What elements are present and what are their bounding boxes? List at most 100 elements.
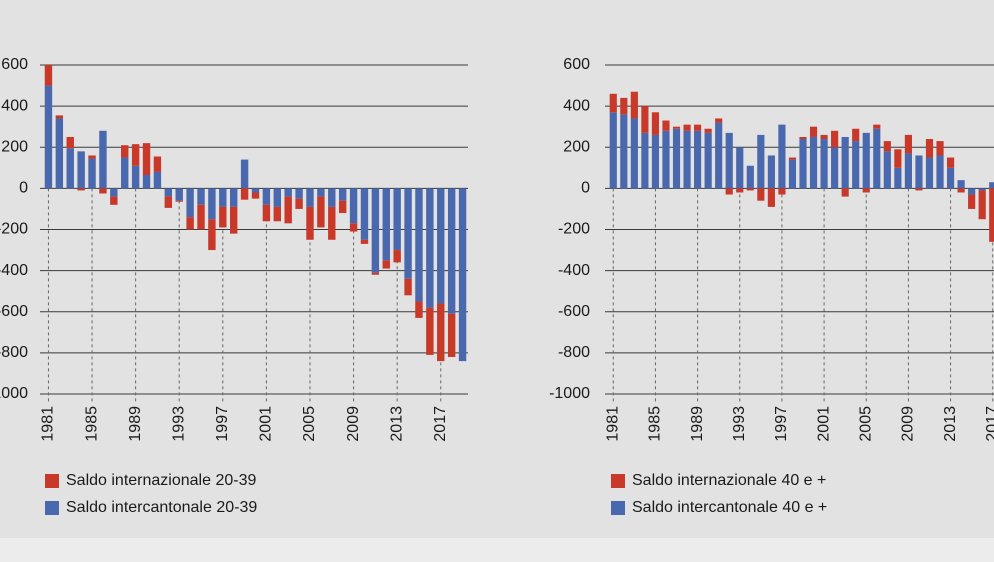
bar-segment xyxy=(841,136,849,189)
bar-segment xyxy=(894,167,902,189)
bar-segment xyxy=(683,124,691,131)
y-tick-label: 600 xyxy=(563,56,590,73)
bar-segment xyxy=(778,124,786,189)
bar-segment xyxy=(820,134,828,140)
bar-segment xyxy=(662,130,670,189)
bar-segment xyxy=(175,188,183,201)
bar-segment xyxy=(382,260,390,269)
bar-segment xyxy=(426,188,434,308)
bar-segment xyxy=(208,219,216,251)
x-tick-label: 1989 xyxy=(127,406,144,442)
bar-segment xyxy=(894,149,902,168)
bar-segment xyxy=(852,141,860,189)
bar-segment xyxy=(904,153,912,189)
bar-segment xyxy=(338,188,347,201)
bar-segment xyxy=(609,112,617,189)
legend-swatch xyxy=(45,474,59,488)
y-tick-label: 400 xyxy=(1,97,28,114)
bar-segment xyxy=(725,188,733,195)
bar-segment xyxy=(371,272,380,275)
bar-segment xyxy=(458,188,467,362)
bar-segment xyxy=(788,159,797,189)
bar-segment xyxy=(757,188,765,201)
x-tick-label: 2013 xyxy=(942,406,959,442)
y-tick-label: -200 xyxy=(558,221,590,238)
bar-segment xyxy=(989,182,994,189)
x-tick-label: 2017 xyxy=(432,406,449,442)
bar-segment xyxy=(852,128,860,142)
bar-segment xyxy=(904,134,912,154)
bar-segment xyxy=(978,190,986,220)
bar-segment xyxy=(262,204,271,222)
bar-segment xyxy=(295,188,303,199)
bar-segment xyxy=(767,155,775,189)
bar-segment xyxy=(110,196,118,205)
y-tick-label: 0 xyxy=(19,180,28,197)
bar-segment xyxy=(306,206,314,240)
legend-label: Saldo intercantonale 40 e + xyxy=(632,499,827,516)
bar-segment xyxy=(704,128,712,133)
bar-segment xyxy=(404,188,412,279)
bar-segment xyxy=(946,157,955,168)
bar-segment xyxy=(989,188,994,242)
bar-segment xyxy=(197,188,205,205)
bar-segment xyxy=(317,188,325,197)
bar-segment xyxy=(694,130,702,189)
bar-segment xyxy=(694,124,702,131)
bar-segment xyxy=(153,171,162,189)
bar-segment xyxy=(77,151,85,189)
x-tick-label: 1997 xyxy=(214,406,231,442)
x-tick-label: 2013 xyxy=(388,406,405,442)
bar-segment xyxy=(957,188,965,193)
bar-segment xyxy=(946,167,955,189)
bar-segment xyxy=(44,85,53,189)
bar-segment xyxy=(788,157,797,160)
bar-segment xyxy=(219,206,227,228)
bar-segment xyxy=(121,157,129,189)
bar-segment xyxy=(447,188,456,314)
bar-segment xyxy=(936,141,944,156)
bar-segment xyxy=(862,132,870,189)
y-tick-label: -400 xyxy=(558,262,590,279)
bar-segment xyxy=(437,188,445,304)
x-tick-label: 1993 xyxy=(731,406,748,442)
bar-segment xyxy=(121,145,129,158)
y-tick-label: -400 xyxy=(0,262,28,279)
bar-segment xyxy=(746,188,754,191)
bar-segment xyxy=(672,128,681,189)
bar-segment xyxy=(757,134,765,189)
y-tick-label: -800 xyxy=(0,344,28,361)
bar-segment xyxy=(142,175,151,189)
bar-segment xyxy=(641,106,649,133)
bar-segment xyxy=(349,188,358,224)
legend-label: Saldo internazionale 20-39 xyxy=(66,472,256,489)
bar-segment xyxy=(164,188,173,197)
bar-segment xyxy=(186,217,194,230)
bar-segment xyxy=(88,155,96,159)
bar-segment xyxy=(809,136,818,189)
bar-segment xyxy=(66,136,74,149)
legend-label: Saldo intercantonale 20-39 xyxy=(66,499,257,516)
bar-segment xyxy=(662,120,670,131)
bar-segment xyxy=(915,188,923,191)
bar-segment xyxy=(175,200,183,202)
bar-segment xyxy=(447,313,456,357)
bar-segment xyxy=(883,141,891,152)
bar-segment xyxy=(831,130,839,148)
bar-segment xyxy=(66,148,74,189)
bar-segment xyxy=(338,200,347,214)
bar-segment xyxy=(99,188,107,194)
bar-segment xyxy=(620,97,628,115)
y-tick-label: -200 xyxy=(0,221,28,238)
bar-segment xyxy=(968,188,976,195)
bar-segment xyxy=(131,144,140,166)
y-tick-label: 200 xyxy=(563,138,590,155)
x-tick-label: 1989 xyxy=(689,406,706,442)
bar-segment xyxy=(746,165,754,189)
bar-segment xyxy=(197,204,205,230)
bar-segment xyxy=(925,157,934,189)
legend-swatch xyxy=(611,501,625,515)
bar-segment xyxy=(273,188,281,207)
